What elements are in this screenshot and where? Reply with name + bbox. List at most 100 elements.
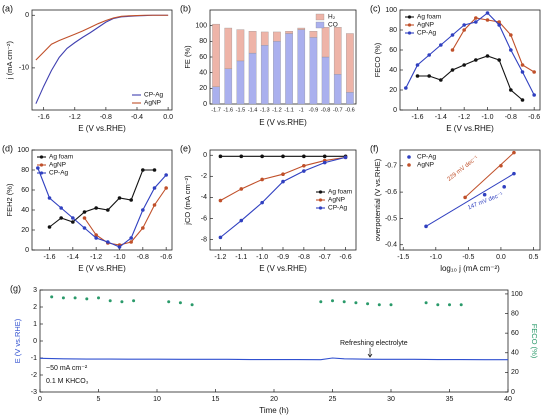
y-tick-label: 3 [33, 287, 37, 294]
series-line [35, 14, 169, 61]
data-point [141, 168, 145, 172]
bar [321, 56, 330, 105]
x-tick-label: 10 [153, 396, 161, 403]
data-point [497, 58, 501, 62]
plot-frame [399, 149, 541, 251]
data-point [281, 154, 285, 159]
legend-label: AgNP [144, 100, 161, 107]
data-point [462, 28, 466, 32]
y2-axis-title: FECO (%) [530, 324, 539, 359]
legend-label: CP-Ag [144, 92, 164, 99]
data-point [260, 177, 264, 182]
x-tick-label: -0.6 [528, 114, 540, 121]
x-tick-label: -0.8 [298, 254, 310, 261]
x-tick-label: -1.0 [113, 254, 125, 261]
series-line [37, 167, 167, 248]
bar [212, 86, 220, 105]
y-axis-title: jCO (mA cm⁻²) [183, 175, 192, 226]
y-tick-label: 0 [25, 247, 29, 254]
x-tick-label: -1.0 [481, 114, 493, 121]
y2-tick-label: 0 [511, 389, 515, 396]
y-tick-label: 2 [33, 304, 37, 311]
bar [224, 27, 233, 69]
data-point [520, 98, 525, 102]
x-tick-label: -0.7 [333, 107, 343, 113]
plot-frame [399, 9, 541, 111]
y2-tick-label: 60 [511, 330, 519, 337]
data-point [59, 216, 63, 220]
y-tick-label: 80 [21, 167, 29, 174]
x-tick-label: -1.0 [430, 254, 442, 261]
x-tick-label: -1.1 [284, 107, 294, 113]
x-tick-label: -1.2 [214, 254, 226, 261]
y-tick-label: 60 [199, 54, 207, 61]
y-tick-label: 40 [21, 207, 29, 214]
data-point [509, 48, 513, 52]
y2-tick-label: 100 [511, 291, 523, 298]
x-tick-label: -1.4 [435, 114, 447, 121]
data-point [71, 216, 75, 220]
y-tick-label: -2 [201, 173, 207, 180]
legend-swatch [39, 155, 44, 159]
data-point [319, 300, 323, 304]
y-tick-label: 80 [389, 27, 397, 34]
x-tick-label: 0.0 [496, 254, 506, 261]
data-point [322, 160, 327, 165]
legend-label: CP-Ag [49, 170, 69, 177]
data-point [59, 206, 63, 210]
panel-label: (a) [2, 3, 13, 13]
data-point [47, 225, 52, 229]
bar [224, 68, 233, 105]
series-line [405, 12, 535, 96]
x-tick-label: -0.8 [321, 107, 331, 113]
data-point [450, 33, 455, 37]
data-point [120, 300, 124, 304]
data-point [82, 216, 87, 220]
data-point [178, 301, 182, 305]
x-tick-label: 0.0 [163, 114, 173, 121]
legend-swatch [318, 190, 323, 194]
data-point [427, 74, 431, 78]
y-tick-label: 0 [203, 101, 207, 108]
x-tick-label: -1.6 [411, 114, 423, 121]
y-tick-label: 0 [33, 338, 37, 345]
x-axis-title: E (V vs.RHE) [78, 124, 126, 133]
data-point [82, 210, 87, 214]
y-tick-label: 0 [393, 107, 397, 114]
legend-label: CP-Ag [417, 30, 437, 37]
y-tick-label: 60 [389, 47, 397, 54]
bar [297, 27, 306, 30]
panel-label: (b) [180, 3, 191, 13]
y2-tick-label: 20 [511, 369, 519, 376]
y-tick-label: 0 [25, 12, 29, 19]
x-axis-title: log₁₀ j (mA cm⁻²) [440, 264, 500, 273]
x-tick-label: -1.2 [69, 114, 81, 121]
series-line [39, 357, 508, 361]
data-point [509, 33, 513, 37]
x-tick-label: -1.0 [256, 254, 268, 261]
data-point [132, 299, 136, 303]
legend-label: CO [328, 22, 338, 29]
bar [309, 30, 318, 38]
data-point [106, 208, 110, 212]
series-line [452, 17, 535, 73]
x-tick-label: 35 [446, 396, 454, 403]
x-tick-label: -1 [299, 107, 304, 113]
data-point [302, 154, 306, 159]
data-point [302, 163, 306, 168]
data-point [260, 200, 264, 205]
y-tick-label: -8 [201, 236, 207, 243]
bar [248, 30, 257, 54]
plot-frame [31, 149, 173, 251]
data-point [94, 206, 98, 210]
data-point [459, 303, 463, 307]
bar [285, 33, 293, 105]
legend-swatch [407, 23, 412, 27]
data-point [152, 203, 157, 207]
legend-label: H₂ [328, 14, 336, 21]
data-point [497, 20, 501, 24]
x-tick-label: -0.5 [462, 254, 474, 261]
bar [333, 27, 342, 75]
data-point [239, 154, 244, 159]
